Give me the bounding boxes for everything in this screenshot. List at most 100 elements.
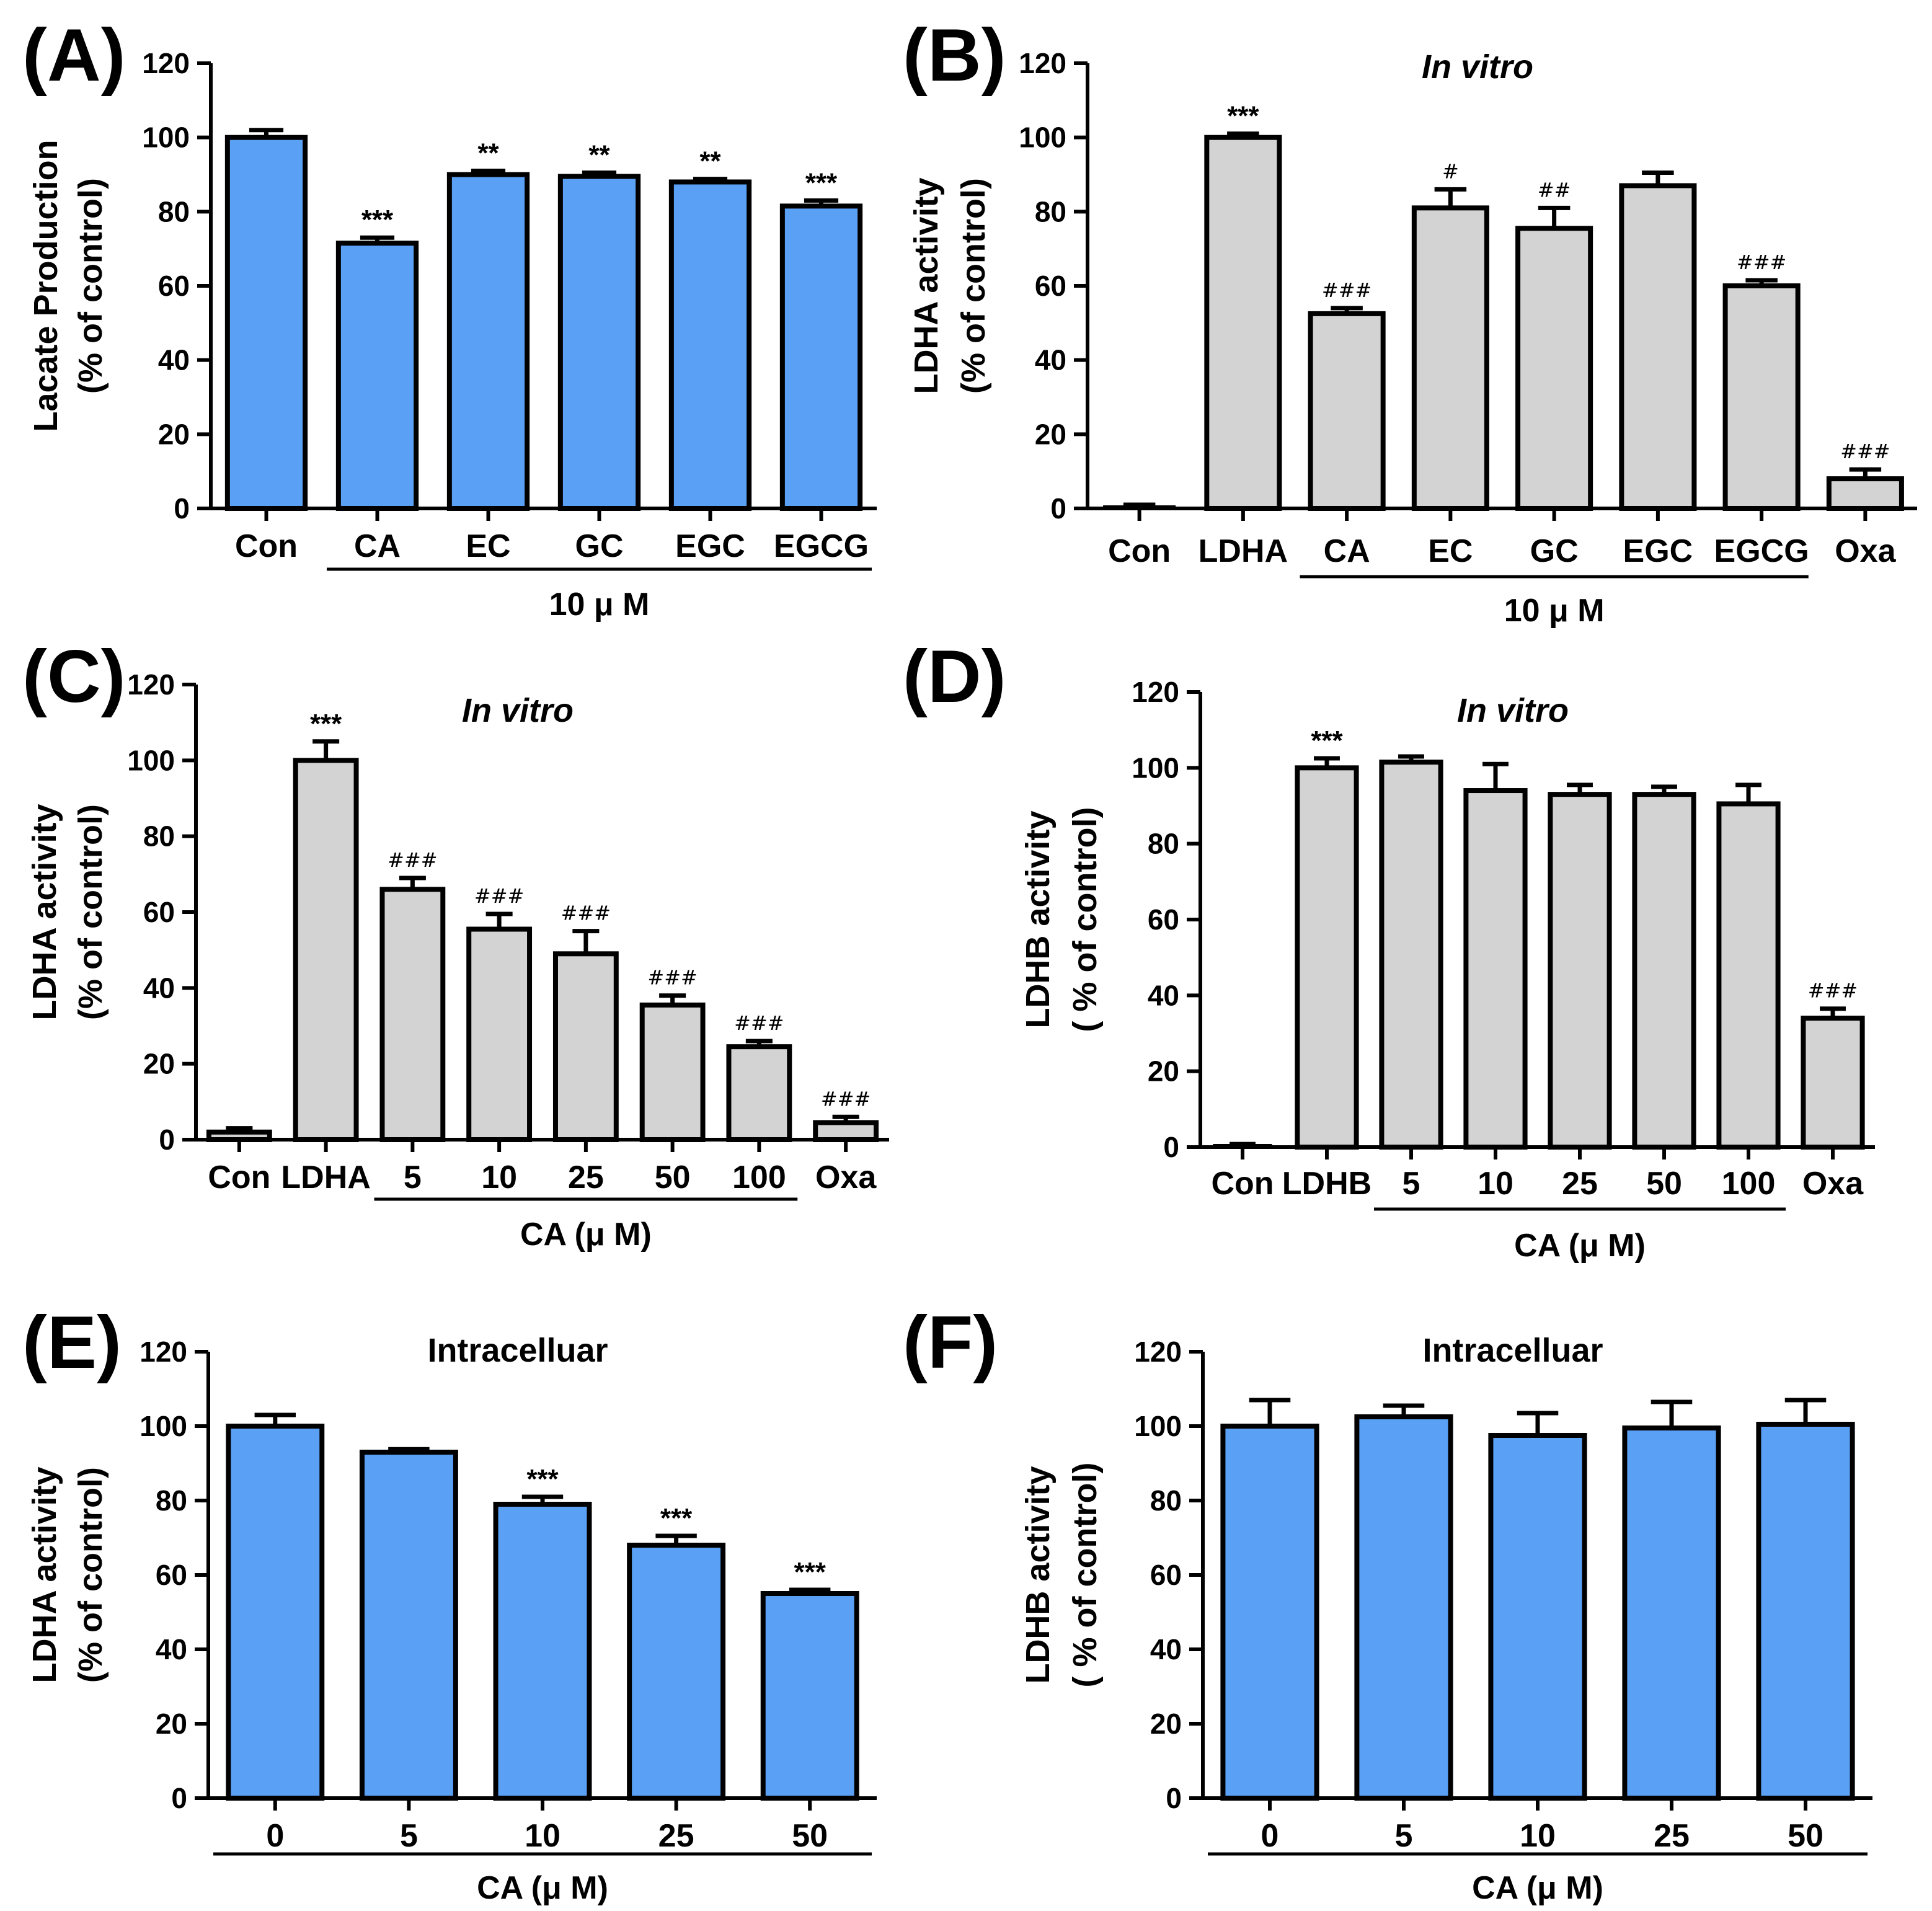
- significance-label: **: [477, 138, 499, 169]
- bar: [1354, 1414, 1453, 1801]
- category-label: CA: [1324, 533, 1370, 569]
- category-label: 10: [1478, 1166, 1513, 1202]
- y-tick-label: 40: [1150, 1633, 1182, 1665]
- y-tick-label: 0: [174, 492, 190, 525]
- group-label: 10 μ M: [1504, 593, 1605, 629]
- y-tick-label: 0: [159, 1124, 175, 1156]
- category-label: EGC: [675, 528, 745, 564]
- y-tick-label: 80: [158, 195, 190, 228]
- significance-label: ***: [660, 1503, 693, 1533]
- y-tick-label: 100: [127, 744, 175, 776]
- bar: [293, 758, 359, 1143]
- category-label: 25: [1654, 1818, 1690, 1854]
- category-label: 10: [525, 1818, 561, 1854]
- y-tick-label: 0: [1166, 1782, 1182, 1814]
- bar: [779, 203, 863, 511]
- y-tick-label: 60: [1150, 1559, 1182, 1591]
- y-axis-label: LDHB activity: [1019, 1466, 1057, 1683]
- bar: [1801, 1016, 1865, 1150]
- significance-label: ***: [1227, 101, 1259, 131]
- y-tick-label: 20: [1148, 1055, 1179, 1088]
- y-tick-label: 120: [142, 47, 190, 79]
- significance-label: ###: [647, 966, 697, 990]
- category-label: 25: [658, 1818, 694, 1854]
- bar: [206, 1129, 272, 1143]
- significance-label: ***: [310, 709, 342, 739]
- significance-label: ###: [1808, 979, 1858, 1003]
- category-label: 5: [404, 1159, 422, 1195]
- y-tick-label: 40: [1035, 344, 1066, 376]
- category-label: LDHB: [1282, 1166, 1371, 1202]
- y-axis-label: (% of control): [72, 178, 109, 394]
- bar: [1308, 311, 1386, 511]
- y-axis-label: (% of control): [72, 1467, 109, 1683]
- y-tick-label: 40: [158, 344, 190, 376]
- bar: [1220, 1424, 1319, 1801]
- bar: [1488, 1433, 1587, 1801]
- category-label: 10: [1520, 1818, 1556, 1854]
- y-tick-label: 60: [1035, 270, 1066, 302]
- panel-letter: (B): [903, 14, 1006, 97]
- y-tick-label: 100: [140, 1410, 187, 1442]
- category-label: GC: [575, 528, 624, 564]
- group-label: 10 μ M: [549, 587, 650, 623]
- significance-label: ###: [821, 1087, 871, 1111]
- y-axis-label: LDHA activity: [908, 177, 945, 394]
- bar: [1756, 1422, 1855, 1801]
- category-label: Con: [208, 1159, 270, 1195]
- bar: [1632, 792, 1696, 1150]
- category-label: EGCG: [774, 528, 869, 564]
- category-label: 5: [1395, 1818, 1413, 1854]
- category-label: 50: [1646, 1166, 1682, 1202]
- category-label: 100: [1722, 1166, 1776, 1202]
- bar: [552, 951, 619, 1142]
- category-label: 100: [732, 1159, 786, 1195]
- panel-letter: (F): [903, 1301, 998, 1384]
- y-tick-label: 60: [158, 270, 190, 302]
- category-label: EC: [466, 528, 510, 564]
- category-label: 50: [1788, 1818, 1823, 1854]
- category-label: LDHA: [1199, 533, 1288, 569]
- y-tick-label: 40: [156, 1633, 187, 1665]
- bar: [493, 1502, 592, 1801]
- y-axis-label: ( % of control): [1066, 807, 1104, 1032]
- bar: [1515, 226, 1593, 511]
- bar: [1295, 765, 1359, 1150]
- category-label: 5: [400, 1818, 418, 1854]
- category-label: LDHA: [281, 1159, 370, 1195]
- y-tick-label: 20: [156, 1708, 187, 1740]
- y-tick-label: 60: [156, 1559, 187, 1591]
- category-label: Oxa: [1835, 533, 1896, 569]
- bar: [726, 1044, 792, 1143]
- category-label: GC: [1530, 533, 1579, 569]
- y-tick-label: 80: [156, 1484, 187, 1517]
- category-label: 50: [792, 1818, 828, 1854]
- group-label: CA (μ M): [1514, 1228, 1646, 1264]
- panel-letter: (D): [903, 635, 1006, 718]
- significance-label: ***: [526, 1464, 559, 1494]
- bar: [446, 172, 530, 511]
- bar: [1463, 788, 1528, 1150]
- y-tick-label: 20: [1150, 1708, 1182, 1740]
- y-tick-label: 80: [1035, 195, 1066, 228]
- significance-label: **: [588, 140, 610, 171]
- panel-d: (D) 0 20 40 60 80 100 120 Con *** LDHB 5 10 25 50 100 #…: [903, 635, 1875, 1264]
- category-label: Con: [235, 528, 298, 564]
- category-label: 0: [1261, 1818, 1279, 1854]
- panel-letter: (A): [22, 14, 126, 97]
- panel-e: (E) 0 20 40 60 80 100 120 0 5 *** 10 *** 25 *** 50 CA (…: [22, 1301, 877, 1906]
- y-tick-label: 100: [1132, 752, 1179, 784]
- category-label: 25: [1562, 1166, 1598, 1202]
- category-label: Con: [1211, 1166, 1274, 1202]
- significance-label: ##: [1538, 178, 1571, 202]
- bar: [1548, 792, 1612, 1150]
- chart-title: In vitro: [1422, 48, 1533, 86]
- bar: [760, 1591, 859, 1801]
- y-tick-label: 0: [1050, 492, 1066, 525]
- chart-title: In vitro: [1457, 692, 1569, 729]
- y-tick-label: 80: [143, 820, 175, 853]
- bar: [1722, 283, 1801, 511]
- significance-label: #: [1442, 159, 1459, 183]
- bar: [627, 1543, 726, 1801]
